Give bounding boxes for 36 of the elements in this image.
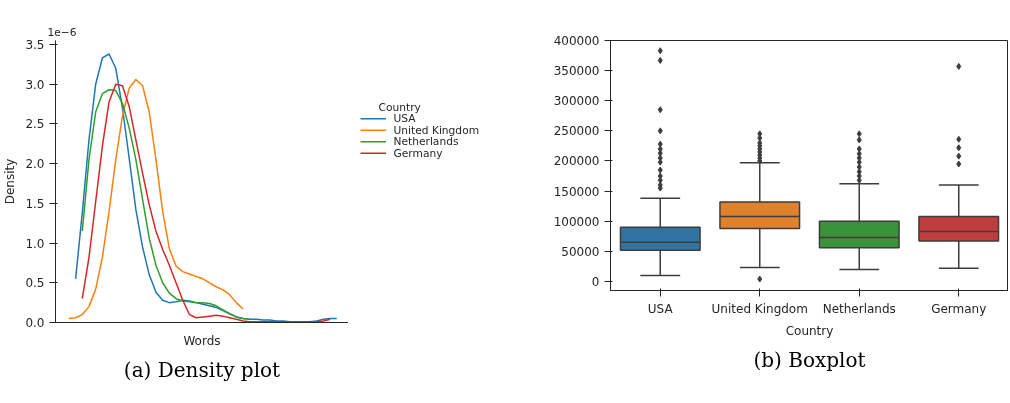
text: 1e−6 (47, 25, 77, 39)
line-series (74, 53, 338, 323)
y-tick-label: 250000 (553, 124, 600, 139)
line-series (68, 78, 244, 320)
legend-label: Germany (393, 146, 443, 160)
y-tick-label: 1.5 (25, 196, 45, 211)
legend-label: Netherlands (393, 135, 459, 149)
y-tick-label: 0.5 (25, 276, 45, 291)
line-series (81, 89, 251, 321)
x-tick-label: United Kingdom (711, 301, 808, 316)
x-tick-label: Germany (931, 301, 987, 316)
y-tick-label: 0.0 (25, 316, 45, 330)
line-series (81, 83, 331, 323)
legend-title: Country (378, 100, 421, 114)
y-tick-label: 2.0 (25, 157, 45, 172)
y-tick-label: 350000 (553, 64, 600, 79)
x-axis-title: Words (183, 333, 221, 348)
text: (a) Density plot (123, 357, 281, 382)
x-tick-label: Netherlands (822, 301, 896, 316)
text: (b) Boxplot (753, 347, 866, 372)
y-tick-label: 3.5 (25, 37, 45, 52)
y-tick-label: 2.5 (25, 117, 45, 132)
y-tick-label: 1.0 (25, 236, 45, 251)
y-tick-label: 100000 (553, 214, 600, 229)
y-tick-label: 3.0 (25, 77, 45, 92)
y-tick-label: 0 (591, 274, 600, 289)
y-tick-label: 400000 (553, 34, 600, 48)
y-tick-label: 300000 (553, 94, 600, 109)
legend-label: USA (393, 112, 417, 126)
legend-label: United Kingdom (393, 123, 480, 137)
y-tick-label: 50000 (561, 244, 600, 259)
x-tick-label: USA (647, 301, 674, 316)
x-axis-title: Country (785, 323, 834, 338)
y-tick-label: 200000 (553, 154, 600, 169)
y-axis-title: Density (3, 158, 18, 205)
y-tick-label: 150000 (553, 184, 600, 199)
